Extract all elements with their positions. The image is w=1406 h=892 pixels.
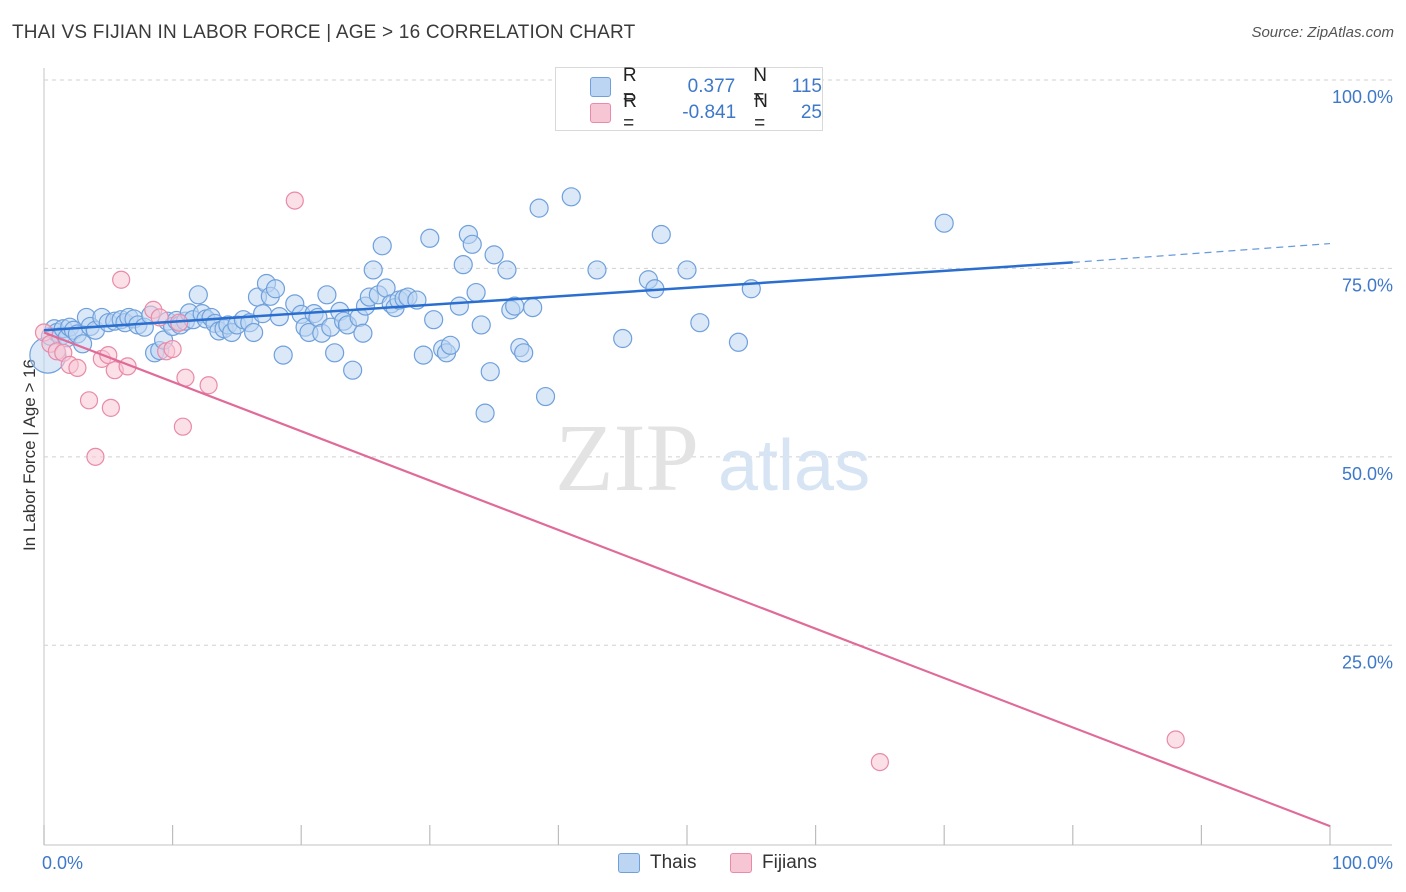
thais-swatch xyxy=(590,77,611,97)
n-value: 115 xyxy=(791,76,822,97)
fijians-label: Fijians xyxy=(762,852,817,873)
fijians-swatch xyxy=(730,853,752,873)
gridlines xyxy=(44,79,1392,646)
fijian-point xyxy=(173,417,192,436)
r-value: 0.377 xyxy=(687,76,736,97)
fijians-swatch xyxy=(590,103,612,123)
fijian-point xyxy=(870,752,890,772)
thai-point xyxy=(353,323,373,343)
thai-point xyxy=(471,315,491,335)
r-label: R = xyxy=(622,65,637,108)
bottom-legend-thais: Thais xyxy=(618,852,696,874)
legend-row-fijians: R = -0.841 N = 25 xyxy=(590,91,822,134)
thai-point xyxy=(462,234,482,254)
chart-title: THAI VS FIJIAN IN LABOR FORCE | AGE > 16… xyxy=(12,22,636,43)
thai-point xyxy=(363,260,383,280)
fijian-point xyxy=(199,376,218,395)
thai-point xyxy=(480,362,500,382)
tick-labels: 25.0% 50.0% 75.0% 100.0% 0.0% 100.0% xyxy=(42,87,1393,873)
thai-point xyxy=(188,285,208,305)
axes xyxy=(43,68,1392,846)
thai-point xyxy=(317,285,337,305)
thai-point xyxy=(514,343,534,363)
fijian-point xyxy=(79,391,99,410)
thai-point xyxy=(535,386,556,407)
fijians-trend-line xyxy=(43,331,1331,828)
thais-label: Thais xyxy=(650,852,697,873)
thai-point xyxy=(453,255,473,275)
watermark-zip: ZIP xyxy=(555,404,699,511)
thai-point xyxy=(325,343,345,363)
r-value: -0.841 xyxy=(682,102,737,123)
thai-point xyxy=(269,307,289,327)
thai-point xyxy=(273,345,293,365)
watermark: ZIP atlas xyxy=(555,404,870,511)
y-tick-label: 25.0% xyxy=(1342,652,1393,672)
r-label: R = xyxy=(623,91,637,134)
thai-point xyxy=(265,279,286,299)
fijian-point xyxy=(112,270,131,289)
thai-point xyxy=(484,245,504,265)
thai-point xyxy=(497,260,517,280)
thai-point xyxy=(343,360,363,380)
thai-point xyxy=(934,213,954,233)
thai-point xyxy=(440,335,460,355)
n-label: N = xyxy=(753,65,767,108)
n-value: 25 xyxy=(800,102,822,123)
thais-swatch xyxy=(618,853,640,873)
thai-point xyxy=(244,322,264,343)
thai-point xyxy=(677,260,697,280)
thai-point xyxy=(424,310,444,330)
fijians-points xyxy=(34,191,1185,772)
x-tick-label: 0.0% xyxy=(42,853,83,873)
legend: R = 0.377 N = 115 R = -0.841 N = 25 xyxy=(555,65,823,134)
thais-trend-line xyxy=(43,261,1073,332)
bottom-legend-fijians: Fijians xyxy=(730,852,817,874)
thai-point xyxy=(587,260,607,280)
thai-point xyxy=(475,403,495,423)
thai-point xyxy=(466,282,486,303)
y-tick-label: 75.0% xyxy=(1342,275,1393,295)
thai-point xyxy=(690,313,710,333)
source-label: Source: ZipAtlas.com xyxy=(1251,24,1394,41)
fijian-point xyxy=(68,358,87,378)
x-tick-label: 100.0% xyxy=(1332,853,1393,873)
thai-point xyxy=(420,228,440,248)
fijian-point xyxy=(101,398,120,417)
fijian-point xyxy=(86,447,105,466)
fijian-point xyxy=(285,191,304,210)
y-tick-label: 50.0% xyxy=(1342,464,1393,484)
fijian-point xyxy=(1166,730,1185,749)
trend-lines xyxy=(43,242,1331,828)
y-tick-label: 100.0% xyxy=(1332,87,1393,107)
thai-point xyxy=(372,236,392,256)
thai-point xyxy=(561,187,581,207)
thai-point xyxy=(529,198,549,218)
thai-point xyxy=(651,224,671,245)
thai-point xyxy=(449,296,469,316)
watermark-atlas: atlas xyxy=(718,426,870,506)
thai-point xyxy=(613,328,633,349)
fijian-point xyxy=(163,339,182,359)
thai-point xyxy=(413,345,433,365)
n-label: N = xyxy=(754,91,768,134)
thai-point xyxy=(253,304,273,324)
thais-points xyxy=(29,187,954,423)
thai-point xyxy=(523,298,543,318)
thai-point xyxy=(728,332,749,352)
thais-trend-extension xyxy=(1072,242,1331,263)
legend-row-thais: R = 0.377 N = 115 xyxy=(590,65,822,108)
